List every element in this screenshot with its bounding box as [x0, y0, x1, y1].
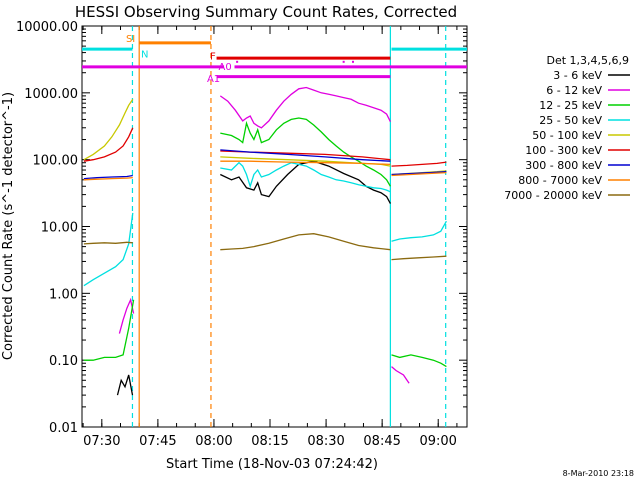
flag-label: A0 [219, 62, 232, 73]
series-line [391, 171, 447, 177]
series-line [83, 98, 134, 161]
x-axis-ticks: 07:30 07:45 08:00 08:15 08:30 08:45 09:00 [82, 26, 458, 449]
legend-label: 100 - 300 keV [525, 144, 602, 157]
x-tick-label: 07:30 [83, 434, 120, 449]
legend-label: 3 - 6 keV [553, 69, 602, 82]
y-tick-label: 10000.00 [16, 20, 78, 35]
series-line [83, 176, 133, 181]
series-line [391, 171, 447, 176]
series-line [391, 366, 410, 384]
legend-label: 50 - 100 keV [532, 129, 602, 142]
series-line [391, 161, 447, 167]
flag-bars [82, 41, 467, 79]
legend-label: 25 - 50 keV [539, 114, 602, 127]
y-axis-ticks: 10000.00 1000.00 100.00 10.00 1.00 0.10 0.01 [16, 20, 467, 436]
legend-label: 300 - 800 keV [525, 159, 602, 172]
chart-title: HESSI Observing Summary Count Rates, Cor… [75, 3, 457, 21]
flag-mark-label: N [141, 49, 148, 60]
series-line [220, 233, 391, 251]
series-line [391, 220, 447, 242]
legend: Det 1,3,4,5,6,9 3 - 6 keV 6 - 12 keV 12 - … [504, 54, 630, 202]
flag-dot [342, 60, 345, 63]
series-line [116, 374, 134, 396]
y-tick-label: 100.00 [33, 154, 79, 169]
series-line [220, 117, 391, 187]
legend-label: 800 - 7000 keV [518, 174, 602, 187]
legend-label: 6 - 12 keV [546, 84, 602, 97]
flag-dot [351, 60, 354, 63]
y-tick-label: 0.01 [49, 421, 78, 436]
series-line [220, 160, 391, 204]
legend-label: 7000 - 20000 keV [504, 189, 602, 202]
attenuator-lines [131, 26, 447, 427]
legend-label: 12 - 25 keV [539, 99, 602, 112]
date-stamp: 8-Mar-2010 23:18 [563, 469, 634, 478]
series-line [391, 354, 447, 368]
flag-label: F [210, 51, 216, 62]
y-tick-label: 10.00 [41, 221, 78, 236]
series-line [219, 86, 391, 129]
flag-label: A1 [207, 74, 220, 85]
series-line [83, 127, 134, 162]
y-axis-label: Corrected Count Rate (s^-1 detector^-1) [1, 92, 16, 360]
x-tick-label: 09:00 [419, 434, 456, 449]
series-line [118, 297, 135, 334]
x-tick-label: 08:45 [363, 434, 400, 449]
y-tick-label: 1.00 [49, 287, 78, 302]
series-line [220, 160, 391, 166]
series-line [83, 212, 134, 287]
y-tick-label: 1000.00 [24, 87, 78, 102]
data-series [83, 86, 447, 396]
series-line [391, 255, 447, 261]
y-tick-label: 0.10 [49, 354, 78, 369]
series-line [83, 174, 133, 180]
x-axis-label: Start Time (18-Nov-03 07:24:42) [166, 457, 378, 472]
series-line [83, 241, 133, 245]
x-tick-label: 08:30 [307, 434, 344, 449]
series-line [220, 149, 391, 162]
series-line [83, 299, 135, 361]
x-tick-label: 07:45 [139, 434, 176, 449]
legend-title: Det 1,3,4,5,6,9 [546, 54, 629, 67]
series-line [220, 161, 391, 193]
flag-dot [236, 60, 239, 63]
flag-label: SI [126, 34, 135, 45]
x-tick-label: 08:00 [195, 434, 232, 449]
x-tick-label: 08:15 [251, 434, 288, 449]
